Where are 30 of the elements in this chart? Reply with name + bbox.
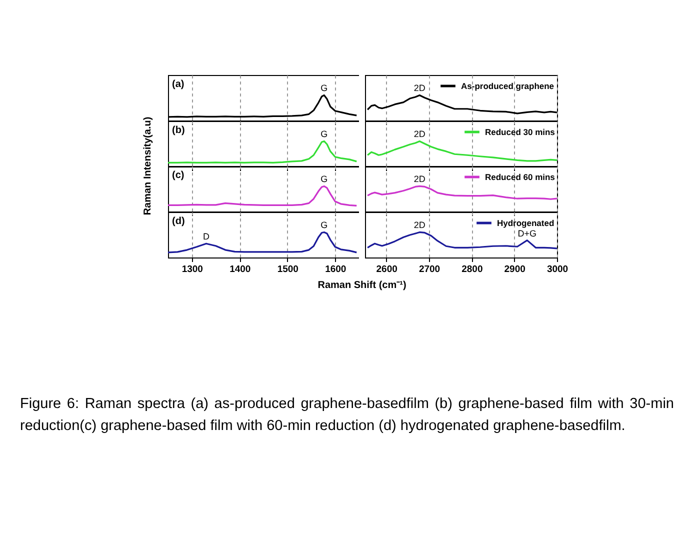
caption: Figure 6: Raman spectra (a) as-produced graphene-basedfilm (b) graphene-based film with 30-min reduction(c) graphene-based film with 60-min reduction (d) hydrogenated graphene-basedfilm. (20, 395, 674, 436)
x-tick-label: 2900 (504, 264, 526, 274)
text: (b) (172, 124, 185, 136)
x-tick-label: 1500 (277, 264, 298, 274)
annotation: D+G (518, 228, 537, 238)
legend-label: Reduced 60 mins (485, 172, 556, 182)
x-tick-label: 2600 (376, 264, 398, 274)
text: (a) (172, 79, 184, 90)
text: (d) (172, 216, 185, 226)
y-axis-title: Raman Intensity(a.u) (142, 116, 154, 216)
x-tick-label: 2700 (418, 264, 440, 274)
annotation: 2D (414, 220, 426, 230)
annotation: G (320, 83, 328, 94)
annotation: G (320, 220, 328, 230)
legend-label: As-produced graphene (461, 81, 554, 91)
annotation: D (202, 231, 210, 242)
text: (c) (172, 170, 184, 181)
legend-label: Hydrogenated (497, 218, 554, 228)
x-axis-title: Raman Shift (cm⁻¹) (318, 279, 406, 291)
annotation: G (320, 128, 328, 139)
x-tick-label: 3000 (546, 264, 568, 274)
legend-label: Reduced 30 mins (485, 126, 556, 136)
annotation: G (320, 174, 328, 184)
x-tick-label: 2800 (462, 264, 483, 274)
annotation: 2D (414, 128, 426, 139)
x-tick-label: 1600 (325, 264, 346, 274)
annotation: 2D (414, 174, 426, 184)
annotation: 2D (414, 83, 426, 94)
x-tick-label: 1300 (182, 264, 203, 274)
x-tick-label: 1400 (230, 264, 251, 274)
